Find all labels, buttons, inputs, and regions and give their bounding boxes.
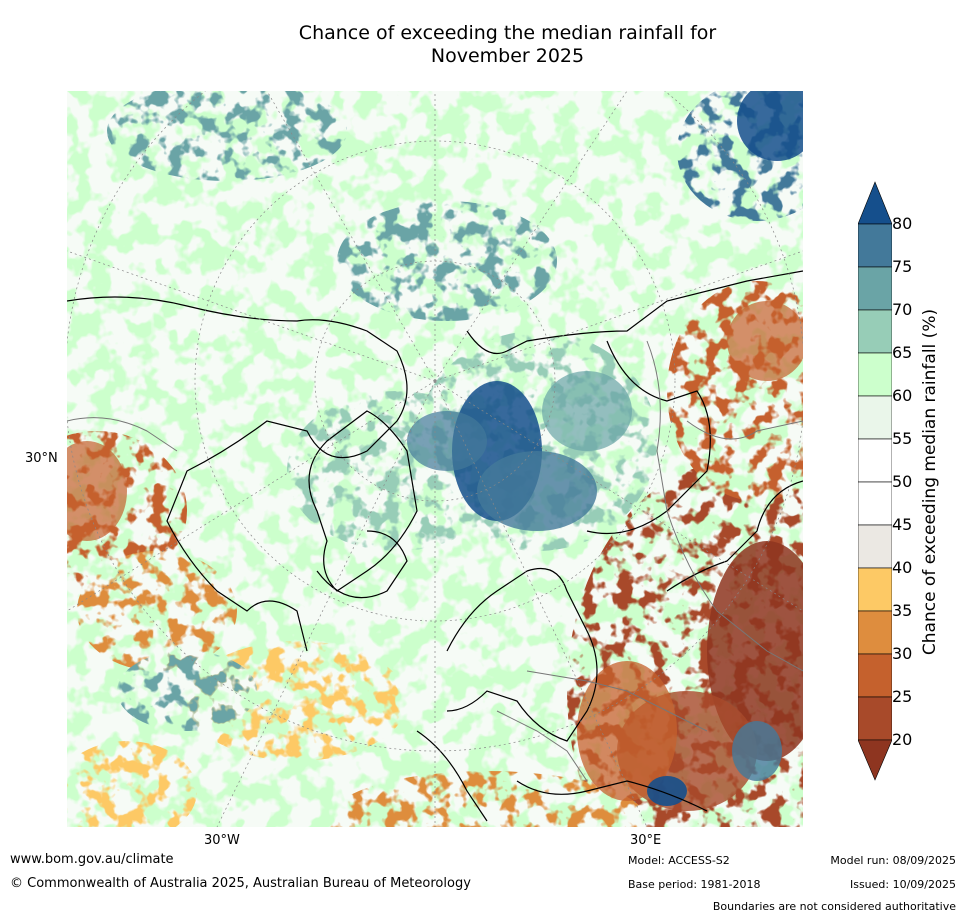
colorbar-segment-55_60: [858, 395, 892, 440]
national-boundaries: [67, 340, 803, 782]
colorbar-tick-45: 45: [892, 515, 913, 534]
colorbar-segment-75_80: [858, 223, 892, 268]
colorbar-segment-30_35: [858, 610, 892, 655]
title-line-2: November 2025: [430, 45, 585, 67]
dry-anomaly-regions: [67, 281, 803, 827]
title-line-1: Chance of exceeding the median rainfall …: [298, 22, 717, 44]
colorbar-segment-25_30: [858, 653, 892, 698]
colorbar-tick-65: 65: [892, 343, 913, 362]
map-title: Chance of exceeding the median rainfall …: [0, 22, 965, 68]
graticule: [67, 91, 803, 827]
colorbar-tick-55: 55: [892, 429, 913, 448]
longitude-label-30e: 30°E: [630, 833, 662, 848]
colorbar: [858, 181, 892, 781]
colorbar-tick-50: 50: [892, 472, 913, 491]
footer-issued: Issued: 10/09/2025: [849, 878, 956, 891]
coastlines: [67, 270, 803, 822]
colorbar-segment-20_25: [858, 696, 892, 741]
colorbar-segment-70_75: [858, 266, 892, 311]
colorbar-tick-25: 25: [892, 687, 913, 706]
colorbar-tick-30: 30: [892, 644, 913, 663]
rainfall-map: [67, 91, 803, 827]
colorbar-tick-75: 75: [892, 257, 913, 276]
longitude-label-30w: 30°W: [204, 833, 240, 848]
colorbar-tick-80: 80: [892, 214, 913, 233]
latitude-label-30n: 30°N: [25, 451, 58, 466]
colorbar-tick-20: 20: [892, 730, 913, 749]
footer-disclaimer: Boundaries are not considered authoritat…: [712, 900, 956, 913]
colorbar-tick-40: 40: [892, 558, 913, 577]
wet-core: [407, 91, 803, 806]
colorbar-tick-70: 70: [892, 300, 913, 319]
colorbar-segment-40_45: [858, 524, 892, 569]
colorbar-extend-below-20: [858, 739, 892, 781]
colorbar-tick-60: 60: [892, 386, 913, 405]
colorbar-segment-35_40: [858, 567, 892, 612]
footer-model: Model: ACCESS-S2: [628, 854, 730, 867]
colorbar-extend-above-80: [858, 181, 892, 225]
footer-model-run: Model run: 08/09/2025: [830, 854, 956, 867]
footer-copyright: © Commonwealth of Australia 2025, Austra…: [10, 876, 471, 891]
footer-base-period: Base period: 1981-2018: [628, 878, 761, 891]
dry-core: [67, 301, 803, 811]
colorbar-label: Chance of exceeding median rainfall (%): [920, 308, 940, 656]
colorbar-segment-65_70: [858, 309, 892, 354]
footer-website: www.bom.gov.au/climate: [10, 852, 174, 867]
colorbar-segment-45_50: [858, 481, 892, 526]
colorbar-segment-50_55: [858, 438, 892, 483]
colorbar-segment-60_65: [858, 352, 892, 397]
colorbar-tick-35: 35: [892, 601, 913, 620]
